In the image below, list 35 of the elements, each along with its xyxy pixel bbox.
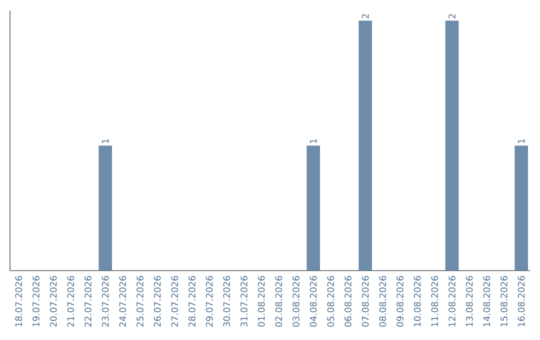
data-label: 1 [518,139,525,144]
x-tick-label: 05.08.2026 [327,276,334,327]
x-tick-label: 21.07.2026 [67,276,74,327]
x-tick-label: 13.08.2026 [466,276,473,326]
x-tick-label: 16.08.2026 [518,276,525,326]
x-tick-label: 04.08.2026 [310,276,317,327]
x-tick-label: 08.08.2026 [379,276,386,327]
x-tick-label: 29.07.2026 [206,276,213,327]
x-tick-label: 26.07.2026 [154,276,161,327]
x-tick-label: 10.08.2026 [414,276,421,326]
x-tick-label: 23.07.2026 [102,276,109,327]
x-tick-label: 02.08.2026 [275,276,282,327]
x-tick-label: 24.07.2026 [119,276,126,327]
x-tick-label: 25.07.2026 [136,276,144,327]
x-tick-label: 19.07.2026 [32,276,40,326]
data-label: 1 [310,139,317,144]
x-tick-label: 07.08.2026 [362,276,369,327]
x-tick-label: 15.08.2026 [500,276,508,326]
x-tick-label: 01.08.2026 [258,276,265,327]
x-tick-label: 09.08.2026 [396,276,404,327]
x-tick-label: 18.07.2026 [15,276,22,326]
data-label: 2 [448,14,456,18]
x-tick-label: 20.07.2026 [50,276,57,327]
x-tick-label: 22.07.2026 [84,276,92,327]
x-tick-label: 06.08.2026 [344,276,352,327]
x-tick-label: 28.07.2026 [188,276,196,327]
x-tick-label: 03.08.2026 [292,276,300,327]
x-tick-label: 11.08.2026 [431,276,438,326]
x-tick-label: 14.08.2026 [483,276,490,326]
x-tick-label: 30.07.2026 [223,276,230,327]
x-tick-label: 27.07.2026 [171,276,178,327]
x-tick-label: 31.07.2026 [240,276,248,327]
data-label: 1 [102,139,109,144]
data-label: 2 [362,14,369,18]
x-tick-label: 12.08.2026 [448,276,456,326]
